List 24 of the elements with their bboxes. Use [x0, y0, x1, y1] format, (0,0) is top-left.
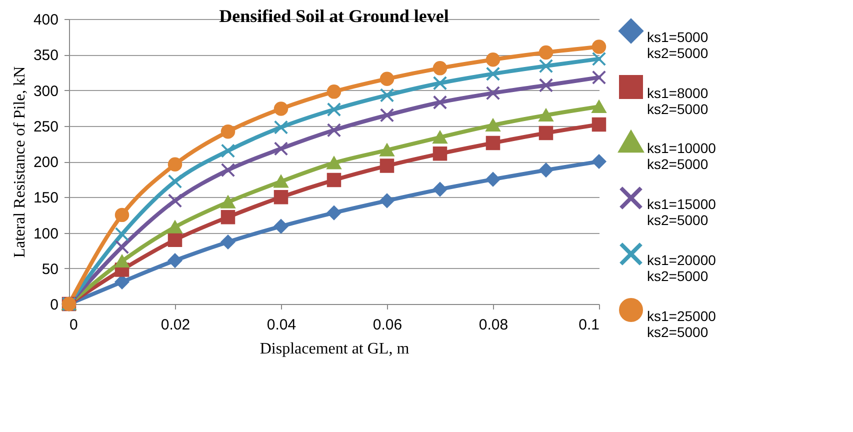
x-tick-label: 0.04 [266, 316, 296, 334]
x-axis-title: Displacement at GL, m [260, 340, 410, 358]
y-tick-label: 150 [33, 190, 58, 207]
x-tick-label: 0.08 [478, 316, 508, 334]
y-tick-label: 400 [33, 12, 58, 28]
y-tick-label: 250 [33, 118, 58, 136]
legend-label: ks1=5000 ks2=5000 [647, 29, 708, 61]
legend-label: ks1=10000 ks2=5000 [647, 140, 716, 172]
x-tick-label: 0.1 [578, 316, 600, 334]
y-tick-label: 200 [33, 154, 58, 171]
legend-label: ks1=15000 ks2=5000 [647, 196, 716, 228]
y-tick-label: 0 [50, 296, 58, 314]
legend-label: ks1=25000 ks2=5000 [647, 308, 716, 340]
x-tick-label: 0.06 [372, 316, 402, 334]
x-tick-label: 0.02 [160, 316, 190, 334]
legend-label: ks1=20000 ks2=5000 [647, 252, 716, 284]
y-tick-label: 300 [33, 82, 58, 100]
chart-title: Densified Soil at Ground level [219, 6, 449, 26]
y-tick-label: 50 [42, 260, 58, 278]
legend-label: ks1=8000 ks2=5000 [647, 85, 708, 117]
y-tick-label: 350 [33, 47, 58, 64]
y-tick-label: 100 [33, 225, 58, 242]
x-tick-label: 0 [70, 316, 78, 334]
y-axis-title: Lateral Resistance of Pile, kN [11, 66, 28, 258]
